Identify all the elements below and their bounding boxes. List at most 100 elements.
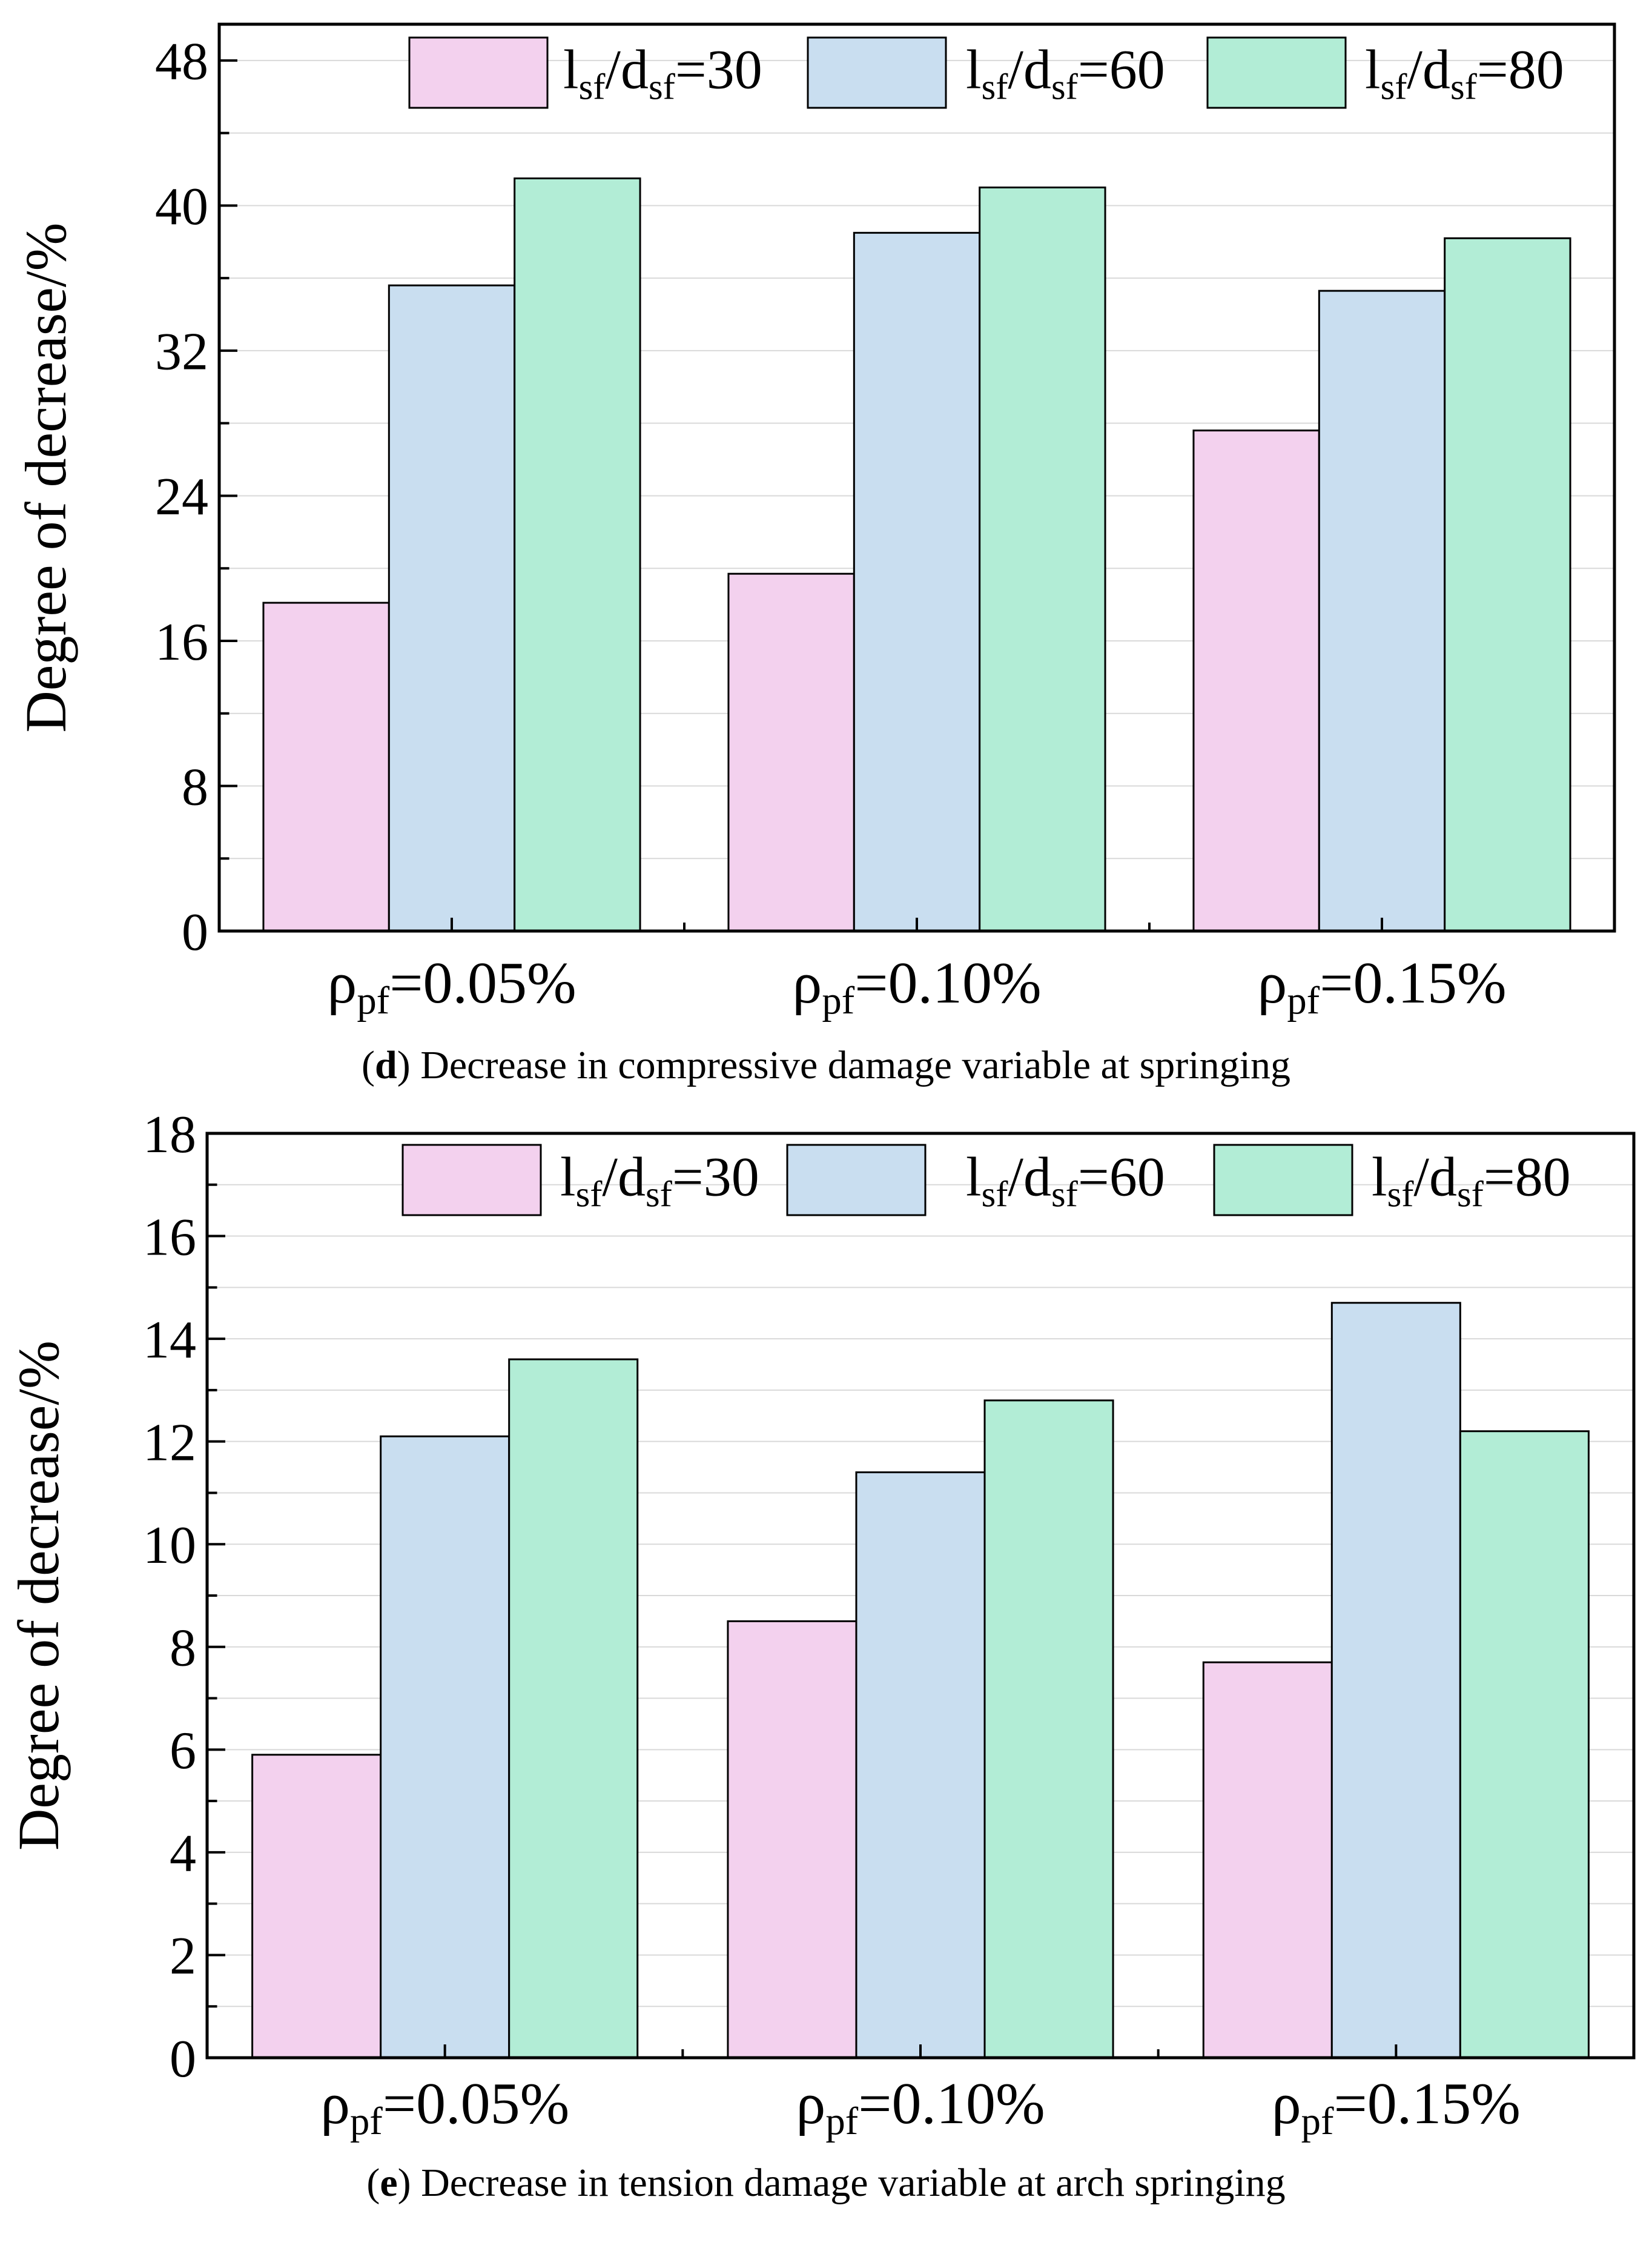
caption-text: ) Decrease in tension damage variable at… <box>398 2161 1286 2205</box>
bar-series3-cat3 <box>1444 237 1571 932</box>
subscript: sf <box>579 67 606 108</box>
subscript: sf <box>1450 67 1478 108</box>
rho-symbol: ρ <box>320 2071 350 2136</box>
legend-swatch-1 <box>401 1144 542 1216</box>
rho-symbol: ρ <box>327 950 357 1016</box>
y-tick-label: 0 <box>170 2030 196 2089</box>
subscript: sf <box>576 1175 603 1215</box>
x-tick-label: ρpf=0.15% <box>1272 2071 1521 2143</box>
subscript: pf <box>822 978 854 1022</box>
panel-caption: (e) Decrease in tension damage variable … <box>366 2161 1285 2205</box>
legend-symbol: l <box>1372 1146 1387 1208</box>
bar-series1-cat1 <box>262 602 390 932</box>
y-tick-label: 32 <box>155 323 208 382</box>
y-axis-label: Degree of decrease/% <box>13 222 78 732</box>
caption-paren: ( <box>362 1043 375 1087</box>
bar-series3-cat1 <box>514 177 641 932</box>
legend-value: =80 <box>1477 39 1564 101</box>
rho-symbol: ρ <box>1272 2071 1301 2136</box>
legend-symbol: / <box>1413 1146 1429 1208</box>
bar-series1-cat1 <box>251 1754 382 2059</box>
x-tick-label: ρpf=0.10% <box>792 950 1041 1022</box>
bar-series3-cat2 <box>979 186 1106 932</box>
bar-series1-cat3 <box>1202 1661 1333 2059</box>
bar-series2-cat2 <box>855 1471 986 2059</box>
legend-symbol: d <box>1429 1146 1457 1208</box>
bar-series3-cat1 <box>508 1358 639 2059</box>
x-tick-label: ρpf=0.05% <box>327 950 576 1022</box>
bar-series2-cat1 <box>380 1435 510 2059</box>
category-value: =0.05% <box>389 950 576 1016</box>
category-value: =0.15% <box>1334 2071 1521 2136</box>
legend-symbol: d <box>1023 39 1051 101</box>
x-tick-label: ρpf=0.10% <box>796 2071 1045 2143</box>
legend-label-3: lsf/dsf=80 <box>1372 1146 1571 1215</box>
y-tick-label: 6 <box>170 1722 196 1780</box>
legend-value: =30 <box>675 39 762 101</box>
caption-text: ) Decrease in compressive damage variabl… <box>397 1043 1290 1087</box>
legend-symbol: l <box>560 1146 576 1208</box>
subscript: sf <box>646 1175 673 1215</box>
caption-paren: ( <box>366 2161 380 2205</box>
subscript: sf <box>1051 1175 1079 1215</box>
category-value: =0.10% <box>858 2071 1045 2136</box>
bar-series2-cat1 <box>388 284 516 932</box>
caption-label: d <box>375 1043 397 1087</box>
subscript: sf <box>1457 1175 1484 1215</box>
subscript: sf <box>982 1175 1009 1215</box>
subscript: pf <box>357 978 389 1022</box>
legend-symbol: / <box>602 1146 618 1208</box>
y-tick-label: 40 <box>155 177 208 236</box>
y-tick-label: 2 <box>170 1927 196 1986</box>
legend-value: =80 <box>1484 1146 1571 1208</box>
legend-label-2: lsf/dsf=60 <box>966 1146 1165 1215</box>
legend-symbol: d <box>1023 1146 1051 1208</box>
y-tick-label: 10 <box>143 1516 196 1575</box>
caption-label: e <box>380 2161 397 2205</box>
x-tick-label: ρpf=0.15% <box>1257 950 1506 1022</box>
legend-label-1: lsf/dsf=30 <box>563 39 762 108</box>
legend-symbol: / <box>1008 39 1023 101</box>
bar-series1-cat3 <box>1192 429 1320 932</box>
y-tick-label: 4 <box>170 1825 196 1883</box>
legend-symbol: l <box>1365 39 1381 101</box>
rho-symbol: ρ <box>796 2071 825 2136</box>
bar-series2-cat3 <box>1318 290 1446 932</box>
legend-swatch-1 <box>408 36 549 109</box>
legend-symbol: d <box>621 39 649 101</box>
legend-symbol: d <box>1422 39 1450 101</box>
subscript: sf <box>649 67 676 108</box>
y-tick-label: 8 <box>182 758 208 817</box>
subscript: sf <box>982 67 1009 108</box>
subscript: pf <box>1287 978 1320 1022</box>
y-tick-label: 48 <box>155 33 208 91</box>
bar-series3-cat2 <box>983 1399 1114 2059</box>
bar-series2-cat2 <box>853 231 981 932</box>
legend: lsf/dsf=30 lsf/dsf=60 lsf/dsf=80 <box>401 1144 1571 1216</box>
bar-series1-cat2 <box>727 572 855 932</box>
subscript: pf <box>825 2099 858 2143</box>
legend-symbol: l <box>966 39 982 101</box>
subscript: pf <box>1301 2099 1334 2143</box>
y-axis-label: Degree of decrease/% <box>6 1341 71 1851</box>
y-tick-label: 16 <box>143 1208 196 1267</box>
subscript: pf <box>350 2099 383 2143</box>
bar-series2-cat3 <box>1330 1302 1461 2059</box>
legend-label-3: lsf/dsf=80 <box>1365 39 1564 108</box>
legend: lsf/dsf=30 lsf/dsf=60 lsf/dsf=80 <box>408 36 1564 109</box>
legend-symbol: / <box>1407 39 1422 101</box>
y-tick-label: 14 <box>143 1311 196 1370</box>
legend-symbol: / <box>1008 1146 1023 1208</box>
legend-label-2: lsf/dsf=60 <box>966 39 1165 108</box>
legend-swatch-2 <box>807 36 947 109</box>
legend-swatch-3 <box>1213 1144 1353 1216</box>
y-tick-label: 12 <box>143 1413 196 1472</box>
x-tick-label: ρpf=0.05% <box>320 2071 569 2143</box>
legend-symbol: d <box>618 1146 646 1208</box>
legend-swatch-3 <box>1206 36 1347 109</box>
subscript: sf <box>1381 67 1408 108</box>
category-value: =0.10% <box>854 950 1041 1016</box>
